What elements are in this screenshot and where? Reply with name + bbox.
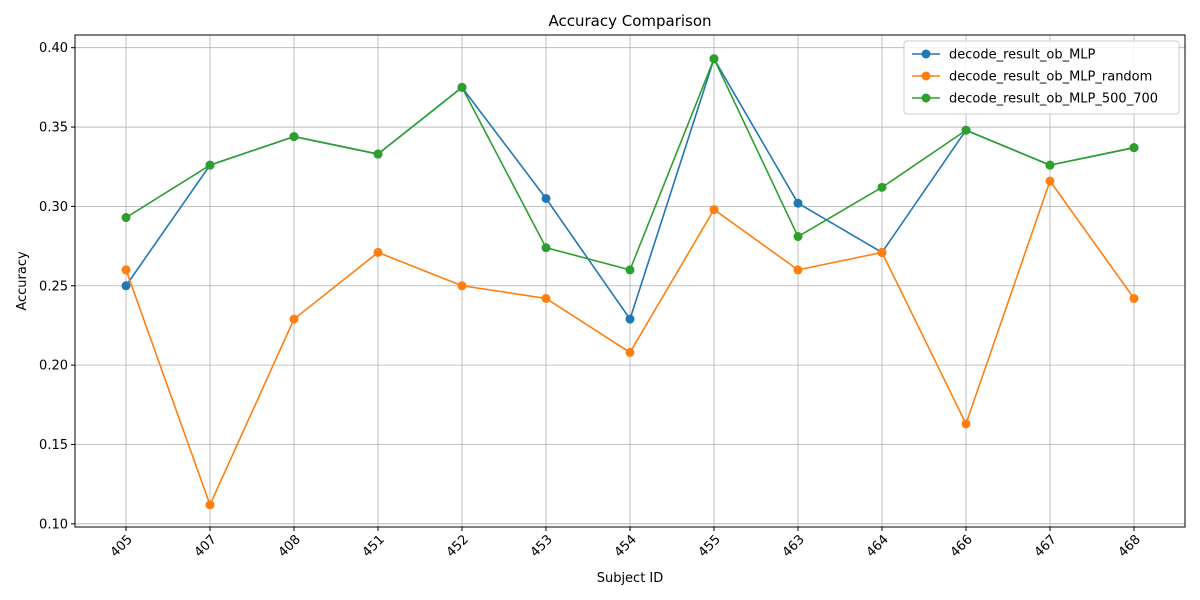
data-point: [625, 314, 635, 324]
data-point: [793, 232, 803, 242]
legend-label: decode_result_ob_MLP_500_700: [949, 92, 1158, 107]
data-point: [961, 125, 971, 135]
y-tick-label: 0.30: [39, 200, 68, 215]
data-point: [1045, 176, 1055, 186]
grid-lines: [75, 35, 1185, 527]
series-2: [121, 176, 1139, 510]
chart-title: Accuracy Comparison: [548, 12, 711, 30]
data-point: [205, 160, 215, 170]
data-point: [1129, 143, 1139, 153]
data-point: [289, 132, 299, 142]
legend-marker: [921, 93, 931, 103]
legend-marker: [921, 49, 931, 59]
data-point: [877, 247, 887, 257]
plot-frame: [74, 34, 1186, 528]
y-axis: 0.10 0.15 0.20 0.25 0.30 0.35 0.40: [39, 41, 75, 532]
data-point: [121, 281, 131, 291]
y-tick-label: 0.15: [39, 438, 68, 453]
y-tick-label: 0.40: [39, 41, 68, 56]
series-layer: [121, 54, 1139, 510]
y-tick-label: 0.25: [39, 279, 68, 294]
data-point: [1129, 293, 1139, 303]
data-point: [793, 265, 803, 275]
data-point: [793, 198, 803, 208]
data-point: [709, 54, 719, 64]
y-tick-label: 0.20: [39, 359, 68, 374]
legend-box: [903, 40, 1180, 115]
data-point: [625, 347, 635, 357]
data-point: [709, 205, 719, 215]
data-point: [121, 265, 131, 275]
data-point: [541, 243, 551, 253]
legend-label: decode_result_ob_MLP_random: [949, 70, 1152, 85]
legend-label: decode_result_ob_MLP: [949, 48, 1096, 63]
data-point: [457, 82, 467, 92]
data-point: [457, 281, 467, 291]
data-point: [541, 293, 551, 303]
y-axis-label: Accuracy: [15, 251, 30, 311]
x-axis-label: Subject ID: [597, 571, 664, 586]
legend: decode_result_ob_MLP decode_result_ob_MLP…: [903, 40, 1180, 115]
data-point: [289, 314, 299, 324]
data-point: [877, 182, 887, 192]
data-point: [541, 193, 551, 203]
data-point: [625, 265, 635, 275]
data-point: [1045, 160, 1055, 170]
data-point: [373, 247, 383, 257]
y-tick-label: 0.35: [39, 121, 68, 136]
y-tick-label: 0.10: [39, 517, 68, 532]
data-point: [961, 419, 971, 429]
data-point: [373, 149, 383, 159]
legend-marker: [921, 71, 931, 81]
data-point: [121, 213, 131, 223]
series-3: [121, 54, 1139, 275]
data-point: [205, 500, 215, 510]
